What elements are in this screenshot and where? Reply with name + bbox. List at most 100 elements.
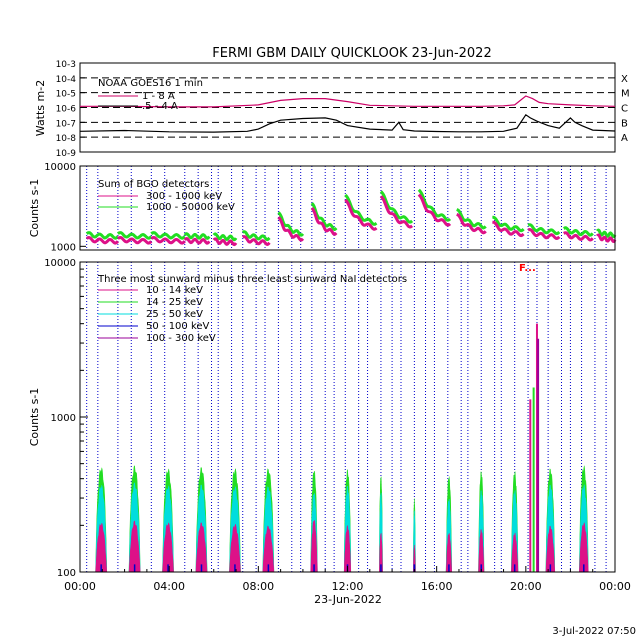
nai-10-14-hump — [229, 523, 241, 573]
nai-legend-label-2: 25 - 50 keV — [146, 309, 203, 320]
bgo-series-0-segment — [563, 231, 594, 242]
x-tick-label: 08:00 — [242, 580, 274, 593]
nai-y-axis-label: Counts s-1 — [28, 388, 41, 447]
goes-y-tick-label: 10-7 — [56, 119, 76, 129]
goes-legend-label-long: 1 - 8 A — [142, 91, 175, 102]
goes-series-group — [79, 95, 616, 133]
x-tick-label: 04:00 — [153, 580, 185, 593]
goes-legend-title: NOAA GOES16 1 min — [98, 78, 203, 89]
goes-legend-label-short: .5 - 4 A — [142, 101, 178, 112]
x-axis-ticks: 00:00 04:00 08:00 12:00 16:00 20:00 00:00 — [64, 566, 631, 593]
nai-10-14-hump — [579, 522, 589, 573]
bgo-series-1-segment — [492, 215, 525, 233]
bgo-series-0-segment — [241, 235, 271, 246]
bgo-series-1-segment — [183, 232, 211, 240]
x-tick-label: 00:00 — [599, 580, 631, 593]
nai-legend-label-4: 100 - 300 keV — [146, 333, 216, 344]
goes-class-label-c: C — [621, 104, 628, 115]
bgo-y-tick-label: 10000 — [44, 162, 76, 173]
nai-10-14-hump — [195, 522, 208, 573]
goes-y-tick-label: 10-3 — [56, 60, 76, 70]
bgo-series-0-segment — [212, 237, 238, 247]
goes-y-tick-label: 10-6 — [56, 105, 77, 115]
bgo-series-0-segment — [456, 212, 487, 235]
x-tick-label: 12:00 — [332, 580, 364, 593]
bgo-series-0-segment — [417, 193, 452, 227]
bgo-legend-label-high: 1000 - 50000 keV — [146, 202, 235, 213]
bgo-series-0-segment — [150, 235, 186, 245]
bgo-legend-label-low: 300 - 1000 keV — [146, 191, 222, 202]
goes-y-tick-label: 10-9 — [56, 149, 77, 159]
bgo-series-0-segment — [183, 237, 211, 245]
bgo-series-1-segment — [150, 231, 186, 240]
nai-10-14-hump — [545, 525, 556, 573]
bgo-series-0-segment — [596, 233, 617, 244]
bgo-series-1-segment — [241, 230, 271, 242]
nai-10-14-hump — [478, 529, 485, 573]
nai-10-14-hump — [128, 520, 141, 573]
bgo-legend-title: Sum of BGO detectors — [98, 179, 209, 190]
chart-title: FERMI GBM DAILY QUICKLOOK 23-Jun-2022 — [212, 46, 491, 61]
x-tick-label: 16:00 — [421, 580, 453, 593]
bgo-series-1-segment — [277, 211, 305, 237]
bgo-series-0-segment — [492, 220, 525, 238]
goes-y-tick-label: 10-8 — [56, 134, 77, 144]
nai-y-ticks: 10000 1000 100 — [44, 258, 88, 579]
nai-y-tick-label: 1000 — [51, 413, 76, 424]
flare-flag: F... — [519, 263, 536, 274]
bgo-series-1-segment — [379, 190, 414, 224]
bgo-series-group — [85, 188, 617, 247]
bgo-series-1-segment — [344, 193, 378, 226]
nai-legend-label-0: 10 - 14 keV — [146, 285, 203, 296]
bgo-series-1-segment — [456, 208, 487, 230]
nai-y-tick-label: 100 — [57, 568, 76, 579]
bgo-series-0-segment — [117, 235, 153, 245]
nai-10-14-hump — [162, 521, 174, 573]
bgo-series-0-segment — [277, 216, 305, 242]
goes-y-tick-label: 10-5 — [56, 90, 76, 100]
goes-class-label-a: A — [621, 133, 628, 144]
x-tick-label: 20:00 — [510, 580, 542, 593]
x-axis-label: 23-Jun-2022 — [314, 593, 382, 606]
bgo-series-1-segment — [85, 231, 119, 240]
nai-legend-label-3: 50 - 100 keV — [146, 321, 210, 332]
bgo-y-axis-label: Counts s-1 — [28, 179, 41, 238]
nai-10-14-hump — [379, 533, 383, 573]
nai-series-group — [95, 323, 589, 573]
nai-legend-label-1: 14 - 25 keV — [146, 297, 203, 308]
goes-y-axis-label: Watts m-2 — [34, 80, 47, 136]
nai-10-14-hump — [445, 533, 452, 573]
goes-y-tick-label: 10-4 — [56, 75, 77, 85]
nai-10-14-hump — [310, 520, 318, 573]
bgo-series-0-segment — [527, 227, 561, 241]
bgo-series-0-segment — [344, 198, 378, 231]
goes-series-1 — [79, 113, 616, 133]
bgo-panel: 10000 1000 Counts s-1 Sum of BGO detector… — [28, 162, 617, 253]
bgo-series-1-segment — [527, 223, 561, 236]
bgo-series-1-segment — [117, 231, 153, 240]
bgo-series-1-segment — [310, 202, 338, 232]
bgo-series-0-segment — [85, 235, 119, 245]
goes-class-label-x: X — [621, 74, 628, 85]
nai-10-14-hump — [262, 525, 275, 573]
bgo-panel-frame — [79, 165, 616, 251]
bgo-series-1-segment — [563, 226, 594, 237]
nai-10-14-hump — [343, 525, 352, 573]
nai-y-tick-label: 10000 — [44, 258, 76, 269]
bgo-y-tick-label: 1000 — [51, 242, 76, 253]
bgo-series-0-segment — [379, 195, 414, 229]
footer-timestamp: 3-Jul-2022 07:50 — [552, 626, 636, 637]
goes-class-lines — [80, 77, 615, 138]
bgo-series-1-segment — [596, 228, 617, 239]
goes-series-0 — [80, 95, 616, 108]
bgo-series-1-segment — [212, 232, 238, 242]
nai-panel: 10000 1000 100 Counts s-1 Three most sunwa… — [28, 258, 616, 579]
nai-legend-title: Three most sunward minus three least sun… — [97, 274, 407, 285]
bgo-series-1-segment — [417, 188, 452, 222]
goes-class-label-b: B — [621, 118, 628, 129]
goes-y-ticks: 10-3 10-4 10-5 10-6 10-7 10-8 10-9 — [56, 60, 85, 159]
bgo-y-ticks: 10000 1000 — [44, 162, 86, 253]
